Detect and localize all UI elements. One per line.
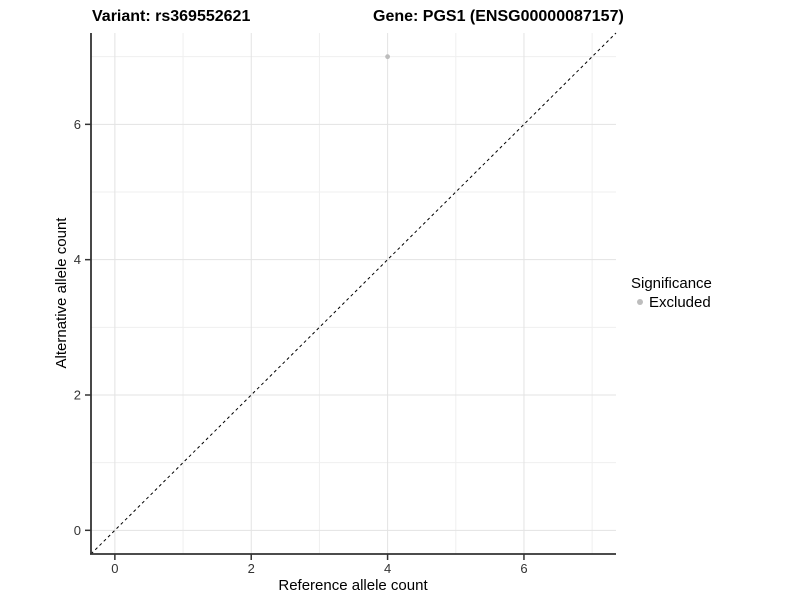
y-tick-label: 4 bbox=[74, 252, 81, 267]
major-gridlines bbox=[91, 33, 616, 554]
x-tick-label: 2 bbox=[248, 561, 255, 576]
x-tick-label: 0 bbox=[111, 561, 118, 576]
legend-key-excluded-dot bbox=[637, 299, 643, 305]
y-tick-label: 0 bbox=[74, 523, 81, 538]
plot-title-variant: Variant: rs369552621 bbox=[92, 8, 250, 25]
legend-label-excluded: Excluded bbox=[649, 294, 711, 311]
data-points-layer bbox=[385, 54, 390, 60]
minor-gridlines bbox=[91, 33, 616, 554]
legend-title: Significance bbox=[631, 275, 712, 292]
x-tick-label: 6 bbox=[520, 561, 527, 576]
y-tick-labels: 0 2 4 6 bbox=[74, 117, 81, 538]
x-tick-labels: 0 2 4 6 bbox=[111, 561, 527, 576]
y-axis-label: Alternative allele count bbox=[53, 217, 70, 369]
identity-line-layer bbox=[90, 32, 617, 555]
data-point bbox=[385, 54, 390, 60]
identity-dashed-line bbox=[90, 32, 617, 555]
y-tick-label: 6 bbox=[74, 117, 81, 132]
plot-title-gene: Gene: PGS1 (ENSG00000087157) bbox=[373, 8, 624, 25]
tick-marks bbox=[85, 123, 525, 560]
x-tick-label: 4 bbox=[384, 561, 391, 576]
x-axis-label: Reference allele count bbox=[278, 577, 428, 594]
axis-lines bbox=[90, 33, 616, 555]
legend: Significance Excluded bbox=[631, 275, 712, 311]
y-tick-label: 2 bbox=[74, 387, 81, 402]
